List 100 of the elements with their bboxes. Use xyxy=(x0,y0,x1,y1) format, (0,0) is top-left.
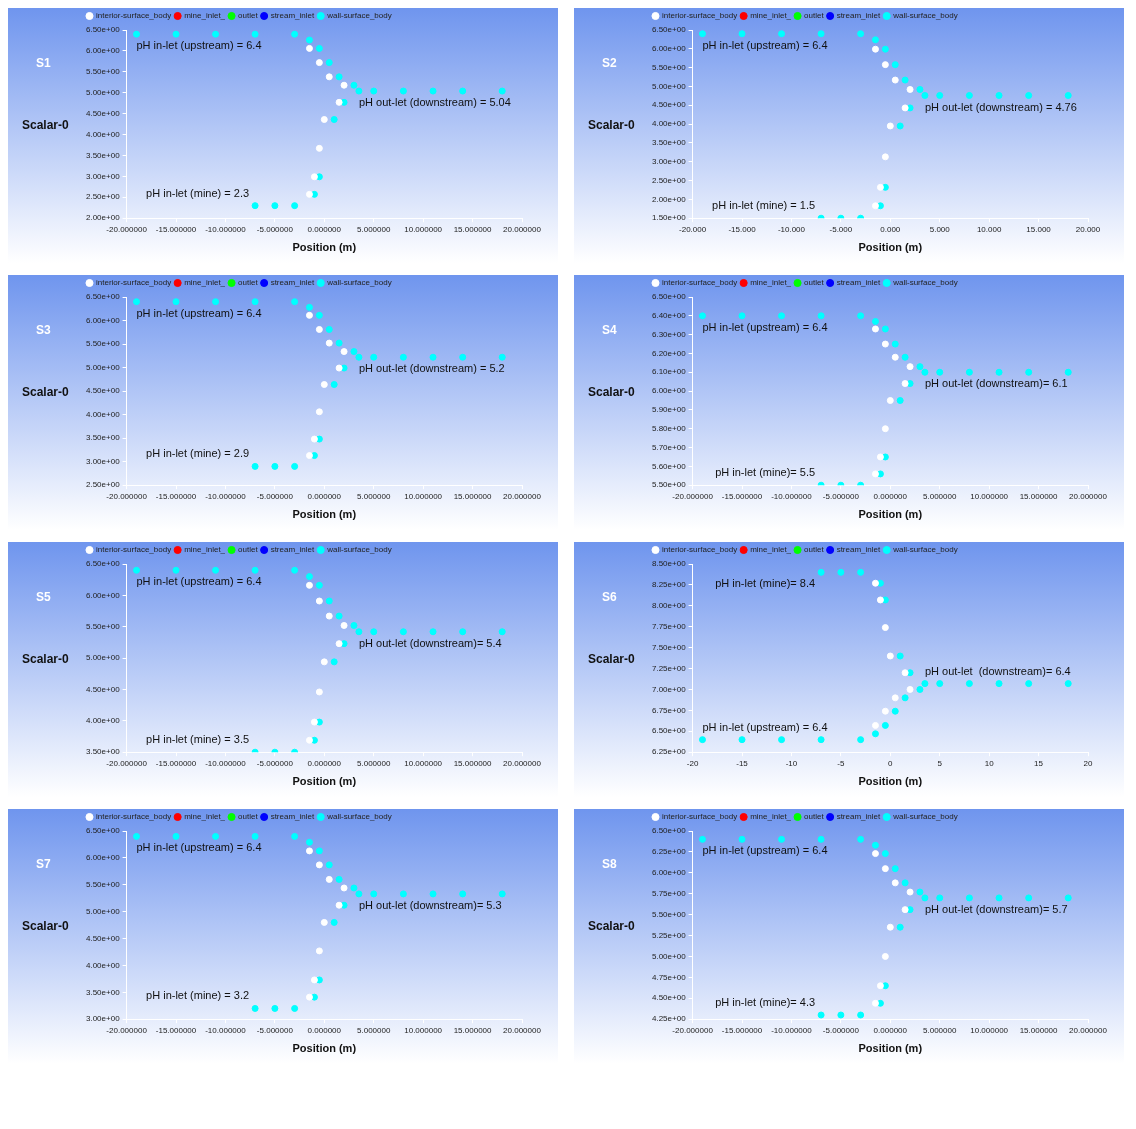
annotation: pH in-let (upstream) = 6.4 xyxy=(702,38,828,51)
point xyxy=(881,425,889,433)
point xyxy=(921,894,929,902)
point xyxy=(335,612,343,620)
point xyxy=(251,462,259,470)
point xyxy=(251,832,259,840)
y-tick-label: 3.50e+00 xyxy=(86,433,121,443)
point xyxy=(459,353,467,361)
x-tick-label: -15.000000 xyxy=(155,492,197,502)
y-tick-label: 6.20e+00 xyxy=(652,348,687,358)
point xyxy=(881,850,889,858)
y-axis-title: Scalar-0 xyxy=(22,117,69,132)
x-tick-label: -15.000000 xyxy=(721,1026,763,1036)
legend-label: mine_inlet_ xyxy=(750,11,792,21)
y-tick-label: 4.50e+00 xyxy=(652,100,687,110)
y-axis-title: Scalar-0 xyxy=(588,651,635,666)
point xyxy=(936,894,944,902)
annotation: pH in-let (mine)= 4.3 xyxy=(715,996,816,1009)
point xyxy=(698,835,706,843)
point xyxy=(901,104,909,112)
point xyxy=(936,91,944,99)
legend-label: outlet xyxy=(238,278,259,288)
point xyxy=(498,353,506,361)
point xyxy=(325,339,333,347)
y-tick-label: 6.00e+00 xyxy=(652,44,687,54)
point xyxy=(271,462,279,470)
point xyxy=(881,865,889,873)
y-tick-label: 6.30e+00 xyxy=(652,329,687,339)
text: S1 xyxy=(36,56,51,70)
point xyxy=(320,658,328,666)
x-tick-label: -20.000 xyxy=(679,225,707,235)
legend-label: mine_inlet_ xyxy=(750,812,792,822)
annotation: pH in-let (upstream) = 6.4 xyxy=(702,844,828,857)
y-axis-title: Scalar-0 xyxy=(588,918,635,933)
point xyxy=(172,832,180,840)
x-tick-label: -10.000000 xyxy=(205,492,247,502)
point xyxy=(429,353,437,361)
legend-label: stream_inlet xyxy=(836,278,881,288)
point xyxy=(698,30,706,38)
text: S5 xyxy=(36,590,51,604)
x-axis-title: Position (m) xyxy=(292,241,357,254)
y-axis-title: Scalar-0 xyxy=(22,384,69,399)
point xyxy=(837,568,845,576)
y-tick-label: 2.50e+00 xyxy=(86,192,121,202)
y-tick-label: 6.50e+00 xyxy=(86,826,121,836)
x-tick-label: 15.000000 xyxy=(1019,1026,1059,1036)
x-tick-label: 15.000000 xyxy=(453,492,493,502)
x-axis-title: Position (m) xyxy=(292,508,357,521)
y-tick-label: 6.00e+00 xyxy=(86,590,121,600)
point xyxy=(1025,368,1033,376)
point xyxy=(906,363,914,371)
point xyxy=(291,1004,299,1012)
legend-label: interior-surface_body xyxy=(662,278,738,288)
x-tick-label: 0.000000 xyxy=(307,225,342,235)
y-tick-label: 5.50e+00 xyxy=(652,480,687,490)
y-tick-label: 3.00e+00 xyxy=(652,156,687,166)
point xyxy=(251,1004,259,1012)
point xyxy=(1025,894,1033,902)
point xyxy=(995,91,1003,99)
point xyxy=(921,680,929,688)
point xyxy=(881,707,889,715)
y-tick-label: 6.00e+00 xyxy=(652,868,687,878)
x-tick-label: 20.000000 xyxy=(503,492,542,502)
point xyxy=(271,202,279,210)
y-tick-label: 4.00e+00 xyxy=(86,960,121,970)
point xyxy=(778,835,786,843)
legend-label: wall-surface_body xyxy=(326,278,392,288)
y-tick-label: 5.50e+00 xyxy=(86,67,121,77)
x-tick-label: 0.000000 xyxy=(307,759,342,769)
y-axis-title: Scalar-0 xyxy=(22,651,69,666)
point xyxy=(871,36,879,44)
y-tick-label: 2.00e+00 xyxy=(86,213,121,223)
point xyxy=(251,202,259,210)
point xyxy=(1025,91,1033,99)
y-tick-label: 6.50e+00 xyxy=(652,726,687,736)
point xyxy=(896,397,904,405)
point xyxy=(995,680,1003,688)
point xyxy=(325,612,333,620)
legend-label: wall-surface_body xyxy=(326,812,392,822)
point xyxy=(901,353,909,361)
y-tick-label: 5.25e+00 xyxy=(652,930,687,940)
text: S4 xyxy=(602,323,617,337)
point xyxy=(340,621,348,629)
point xyxy=(871,325,879,333)
point xyxy=(881,153,889,161)
y-tick-label: 7.50e+00 xyxy=(652,642,687,652)
y-axis-title: Scalar-0 xyxy=(588,384,635,399)
legend-label: stream_inlet xyxy=(836,545,881,555)
x-tick-label: -15.000 xyxy=(728,225,757,235)
x-tick-label: 0.000000 xyxy=(873,492,908,502)
y-tick-label: 6.40e+00 xyxy=(652,311,687,321)
y-axis-title: Scalar-0 xyxy=(588,117,635,132)
y-tick-label: 1.50e+00 xyxy=(652,213,687,223)
x-tick-label: 5 xyxy=(937,759,943,769)
x-tick-label: -10.000000 xyxy=(205,225,247,235)
point xyxy=(965,680,973,688)
point xyxy=(291,202,299,210)
x-axis-title: Position (m) xyxy=(292,775,357,788)
legend-label: mine_inlet_ xyxy=(750,545,792,555)
point xyxy=(291,298,299,306)
